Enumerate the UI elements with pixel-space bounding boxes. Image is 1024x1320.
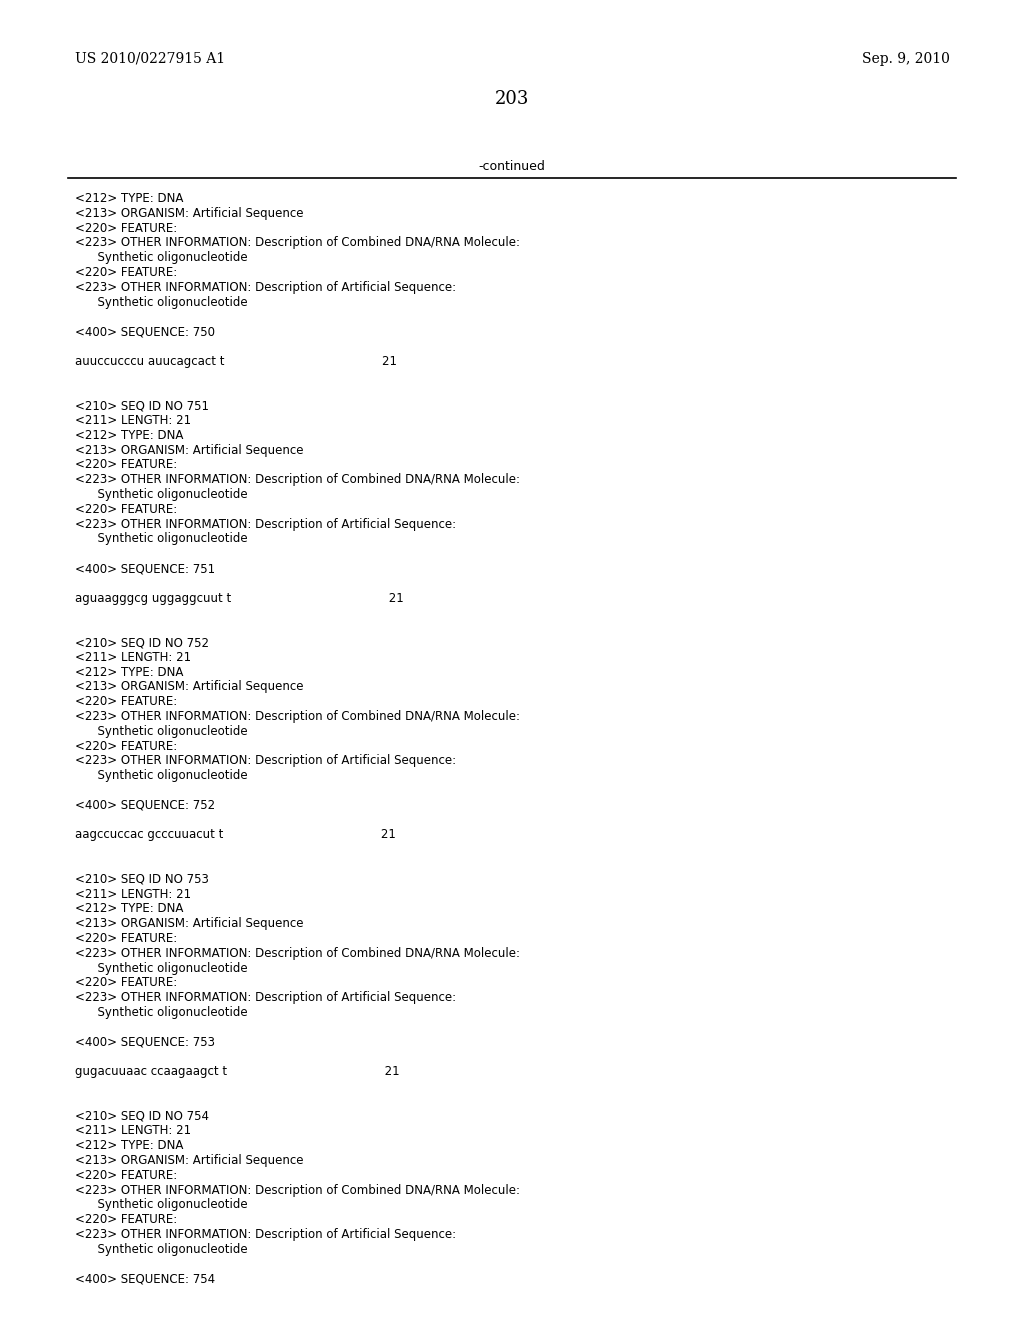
Text: <213> ORGANISM: Artificial Sequence: <213> ORGANISM: Artificial Sequence <box>75 680 303 693</box>
Text: <220> FEATURE:: <220> FEATURE: <box>75 267 177 279</box>
Text: <212> TYPE: DNA: <212> TYPE: DNA <box>75 191 183 205</box>
Text: Synthetic oligonucleotide: Synthetic oligonucleotide <box>75 532 248 545</box>
Text: <211> LENGTH: 21: <211> LENGTH: 21 <box>75 651 191 664</box>
Text: Synthetic oligonucleotide: Synthetic oligonucleotide <box>75 1199 248 1212</box>
Text: <400> SEQUENCE: 750: <400> SEQUENCE: 750 <box>75 325 215 338</box>
Text: US 2010/0227915 A1: US 2010/0227915 A1 <box>75 51 225 66</box>
Text: <223> OTHER INFORMATION: Description of Combined DNA/RNA Molecule:: <223> OTHER INFORMATION: Description of … <box>75 473 520 486</box>
Text: <220> FEATURE:: <220> FEATURE: <box>75 458 177 471</box>
Text: <212> TYPE: DNA: <212> TYPE: DNA <box>75 429 183 442</box>
Text: 203: 203 <box>495 90 529 108</box>
Text: <223> OTHER INFORMATION: Description of Combined DNA/RNA Molecule:: <223> OTHER INFORMATION: Description of … <box>75 710 520 723</box>
Text: aagccuccac gcccuuacut t                                          21: aagccuccac gcccuuacut t 21 <box>75 829 396 841</box>
Text: -continued: -continued <box>478 160 546 173</box>
Text: <223> OTHER INFORMATION: Description of Artificial Sequence:: <223> OTHER INFORMATION: Description of … <box>75 517 456 531</box>
Text: <212> TYPE: DNA: <212> TYPE: DNA <box>75 665 183 678</box>
Text: <213> ORGANISM: Artificial Sequence: <213> ORGANISM: Artificial Sequence <box>75 444 303 457</box>
Text: <220> FEATURE:: <220> FEATURE: <box>75 222 177 235</box>
Text: <220> FEATURE:: <220> FEATURE: <box>75 932 177 945</box>
Text: <212> TYPE: DNA: <212> TYPE: DNA <box>75 1139 183 1152</box>
Text: Synthetic oligonucleotide: Synthetic oligonucleotide <box>75 725 248 738</box>
Text: <223> OTHER INFORMATION: Description of Artificial Sequence:: <223> OTHER INFORMATION: Description of … <box>75 1228 456 1241</box>
Text: Synthetic oligonucleotide: Synthetic oligonucleotide <box>75 251 248 264</box>
Text: <223> OTHER INFORMATION: Description of Combined DNA/RNA Molecule:: <223> OTHER INFORMATION: Description of … <box>75 946 520 960</box>
Text: Synthetic oligonucleotide: Synthetic oligonucleotide <box>75 1243 248 1255</box>
Text: <220> FEATURE:: <220> FEATURE: <box>75 977 177 990</box>
Text: <220> FEATURE:: <220> FEATURE: <box>75 696 177 709</box>
Text: Synthetic oligonucleotide: Synthetic oligonucleotide <box>75 1006 248 1019</box>
Text: <223> OTHER INFORMATION: Description of Artificial Sequence:: <223> OTHER INFORMATION: Description of … <box>75 755 456 767</box>
Text: Synthetic oligonucleotide: Synthetic oligonucleotide <box>75 296 248 309</box>
Text: aguaagggcg uggaggcuut t                                          21: aguaagggcg uggaggcuut t 21 <box>75 591 403 605</box>
Text: <223> OTHER INFORMATION: Description of Combined DNA/RNA Molecule:: <223> OTHER INFORMATION: Description of … <box>75 1184 520 1197</box>
Text: <400> SEQUENCE: 754: <400> SEQUENCE: 754 <box>75 1272 215 1286</box>
Text: Synthetic oligonucleotide: Synthetic oligonucleotide <box>75 770 248 783</box>
Text: <211> LENGTH: 21: <211> LENGTH: 21 <box>75 1125 191 1138</box>
Text: auuccucccu auucagcact t                                          21: auuccucccu auucagcact t 21 <box>75 355 397 368</box>
Text: <220> FEATURE:: <220> FEATURE: <box>75 1213 177 1226</box>
Text: <223> OTHER INFORMATION: Description of Artificial Sequence:: <223> OTHER INFORMATION: Description of … <box>75 281 456 294</box>
Text: gugacuuaac ccaagaagct t                                          21: gugacuuaac ccaagaagct t 21 <box>75 1065 399 1078</box>
Text: <400> SEQUENCE: 751: <400> SEQUENCE: 751 <box>75 562 215 576</box>
Text: <400> SEQUENCE: 753: <400> SEQUENCE: 753 <box>75 1036 215 1048</box>
Text: <213> ORGANISM: Artificial Sequence: <213> ORGANISM: Artificial Sequence <box>75 917 303 931</box>
Text: <223> OTHER INFORMATION: Description of Combined DNA/RNA Molecule:: <223> OTHER INFORMATION: Description of … <box>75 236 520 249</box>
Text: <400> SEQUENCE: 752: <400> SEQUENCE: 752 <box>75 799 215 812</box>
Text: Sep. 9, 2010: Sep. 9, 2010 <box>862 51 950 66</box>
Text: <220> FEATURE:: <220> FEATURE: <box>75 1168 177 1181</box>
Text: <213> ORGANISM: Artificial Sequence: <213> ORGANISM: Artificial Sequence <box>75 207 303 220</box>
Text: <213> ORGANISM: Artificial Sequence: <213> ORGANISM: Artificial Sequence <box>75 1154 303 1167</box>
Text: <220> FEATURE:: <220> FEATURE: <box>75 503 177 516</box>
Text: <212> TYPE: DNA: <212> TYPE: DNA <box>75 903 183 915</box>
Text: Synthetic oligonucleotide: Synthetic oligonucleotide <box>75 488 248 502</box>
Text: <210> SEQ ID NO 754: <210> SEQ ID NO 754 <box>75 1110 209 1122</box>
Text: <211> LENGTH: 21: <211> LENGTH: 21 <box>75 414 191 426</box>
Text: <210> SEQ ID NO 753: <210> SEQ ID NO 753 <box>75 873 209 886</box>
Text: <220> FEATURE:: <220> FEATURE: <box>75 739 177 752</box>
Text: Synthetic oligonucleotide: Synthetic oligonucleotide <box>75 961 248 974</box>
Text: <210> SEQ ID NO 751: <210> SEQ ID NO 751 <box>75 399 209 412</box>
Text: <211> LENGTH: 21: <211> LENGTH: 21 <box>75 887 191 900</box>
Text: <223> OTHER INFORMATION: Description of Artificial Sequence:: <223> OTHER INFORMATION: Description of … <box>75 991 456 1005</box>
Text: <210> SEQ ID NO 752: <210> SEQ ID NO 752 <box>75 636 209 649</box>
